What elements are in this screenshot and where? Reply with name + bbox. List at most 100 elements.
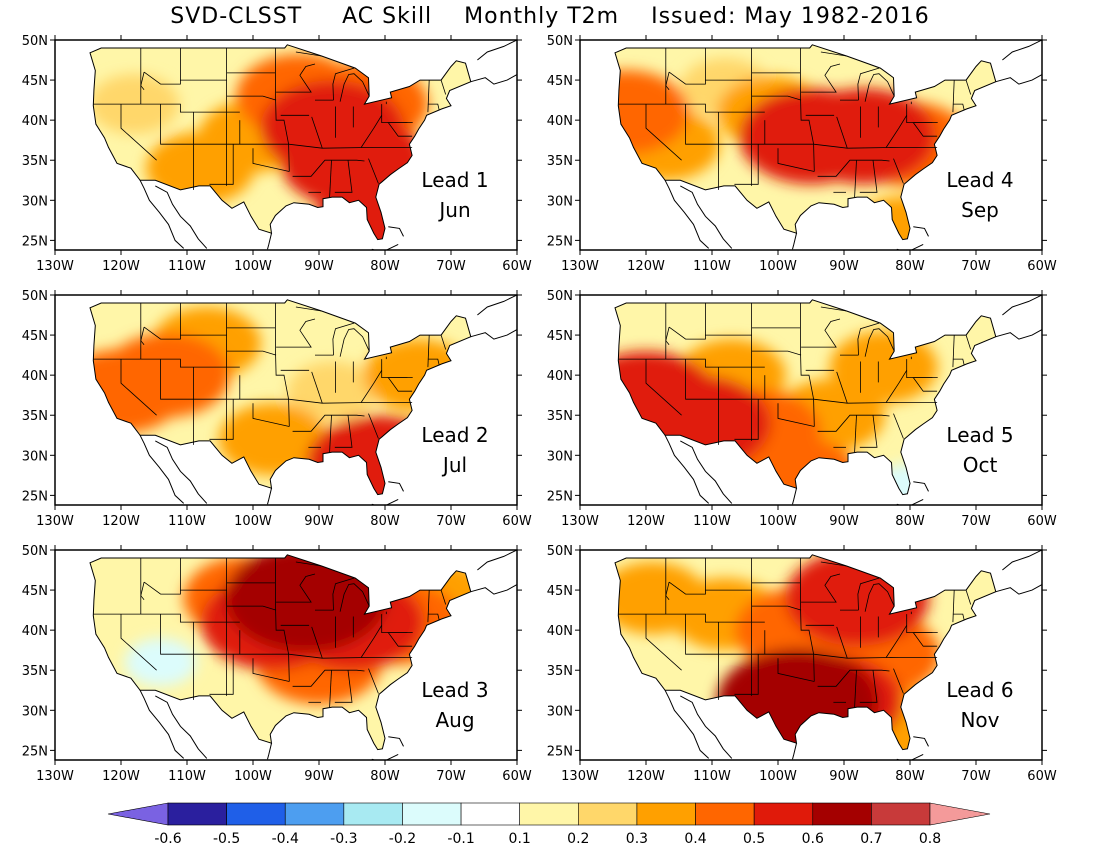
state-border	[820, 561, 847, 567]
state-border	[668, 581, 706, 595]
colorbar-label: 0.6	[802, 831, 824, 847]
lat-tick-label: 25N	[547, 744, 573, 759]
lon-tick-label: 60W	[1027, 259, 1057, 274]
lat-tick-label: 45N	[547, 74, 573, 89]
month-label: Oct	[963, 453, 998, 477]
coastline	[388, 226, 404, 237]
coastline	[913, 481, 929, 492]
state-border	[952, 358, 965, 365]
colorbar-swatch	[519, 802, 579, 826]
us-coastline	[89, 299, 472, 496]
colorbar-swatch	[343, 802, 403, 826]
state-border	[334, 670, 353, 703]
state-border	[334, 160, 353, 193]
state-border	[820, 51, 847, 57]
colorbar-swatch	[812, 802, 872, 826]
coastline	[477, 40, 517, 61]
lon-tick-label: 130W	[36, 769, 74, 784]
state-border	[276, 63, 316, 93]
coastline	[155, 440, 208, 504]
state-border	[820, 306, 847, 312]
state-border	[368, 668, 379, 694]
state-border	[360, 115, 383, 148]
lon-tick-label: 130W	[561, 514, 599, 529]
coastline	[792, 233, 797, 250]
lat-tick-label: 35N	[22, 154, 48, 169]
lat-tick-label: 30N	[547, 449, 573, 464]
skill-hotspot	[615, 562, 707, 635]
colorbar-label: -0.1	[447, 831, 474, 847]
state-border	[801, 63, 841, 93]
coastline	[371, 243, 399, 250]
lon-tick-label: 80W	[895, 259, 925, 274]
lon-tick-label: 60W	[502, 259, 532, 274]
state-border	[120, 614, 157, 671]
state-border	[777, 148, 815, 172]
lon-tick-label: 70W	[961, 259, 991, 274]
state-border	[120, 359, 157, 416]
colorbar-label: -0.6	[154, 831, 181, 847]
state-border	[885, 370, 908, 403]
state-border	[93, 613, 240, 623]
lon-tick-label: 110W	[168, 769, 206, 784]
state-border	[817, 414, 890, 432]
map-panel-lead-3: 50N 45N 40N 35N 30N 25N 130W 120W 110W 100W 90W 80W…	[22, 544, 532, 784]
state-border	[800, 558, 815, 682]
coastline	[664, 690, 710, 759]
skill-hotspot	[124, 638, 197, 687]
coastline	[388, 736, 404, 747]
lon-tick-label: 80W	[370, 514, 400, 529]
coastline	[371, 753, 399, 760]
lon-tick-label: 90W	[829, 514, 859, 529]
colorbar-swatch	[402, 802, 462, 826]
skill-hotspot	[218, 403, 327, 476]
map-panel-lead-1: 50N 45N 40N 35N 30N 25N 130W 120W 110W 100W 90W 80W…	[22, 34, 532, 274]
state-border	[427, 613, 440, 620]
lead-label: Lead 3	[421, 678, 488, 702]
lon-tick-label: 90W	[829, 259, 859, 274]
state-border	[885, 625, 908, 658]
state-border	[140, 327, 145, 345]
state-border	[295, 561, 322, 567]
state-border	[801, 573, 841, 603]
lon-tick-label: 80W	[895, 514, 925, 529]
lat-tick-label: 35N	[547, 154, 573, 169]
coastline	[1002, 550, 1042, 571]
state-border	[857, 577, 880, 611]
lat-tick-label: 40N	[547, 369, 573, 384]
lat-tick-label: 35N	[547, 409, 573, 424]
state-border	[618, 613, 765, 623]
state-border	[427, 590, 430, 623]
state-border	[93, 103, 240, 113]
lon-tick-label: 80W	[895, 769, 925, 784]
lat-tick-label: 30N	[22, 704, 48, 719]
state-border	[645, 359, 682, 416]
month-label: Jun	[437, 198, 470, 222]
coastline	[792, 488, 797, 505]
state-border	[912, 377, 938, 392]
colorbar-swatch	[460, 802, 520, 826]
colorbar: -0.6 -0.5 -0.4 -0.3 -0.2 -0.1 0.1 0.2 0.3 0.4 0.5 0…	[107, 802, 991, 847]
skill-hotspot	[287, 361, 378, 422]
map-panel-lead-6: 50N 45N 40N 35N 30N 25N 130W 120W 110W 100W 90W 80W…	[547, 544, 1057, 784]
lon-tick-label: 60W	[502, 769, 532, 784]
state-border	[143, 326, 181, 340]
state-border	[387, 377, 413, 392]
coastline	[680, 695, 733, 759]
map-panel-lead-4: 50N 45N 40N 35N 30N 25N 130W 120W 110W 100W 90W 80W…	[547, 34, 1057, 274]
month-label: Sep	[961, 198, 999, 222]
coastline	[470, 329, 517, 340]
lat-tick-label: 30N	[22, 194, 48, 209]
lon-tick-label: 60W	[502, 514, 532, 529]
state-border	[368, 158, 379, 184]
lat-tick-label: 40N	[22, 114, 48, 129]
state-border	[668, 71, 706, 85]
coastline	[470, 74, 517, 85]
lon-tick-label: 70W	[961, 769, 991, 784]
state-border	[618, 103, 765, 113]
state-border	[685, 104, 938, 149]
colorbar-swatch	[636, 802, 696, 826]
lon-tick-label: 100W	[234, 259, 272, 274]
state-border	[859, 415, 878, 448]
lead-label: Lead 4	[946, 168, 1013, 192]
